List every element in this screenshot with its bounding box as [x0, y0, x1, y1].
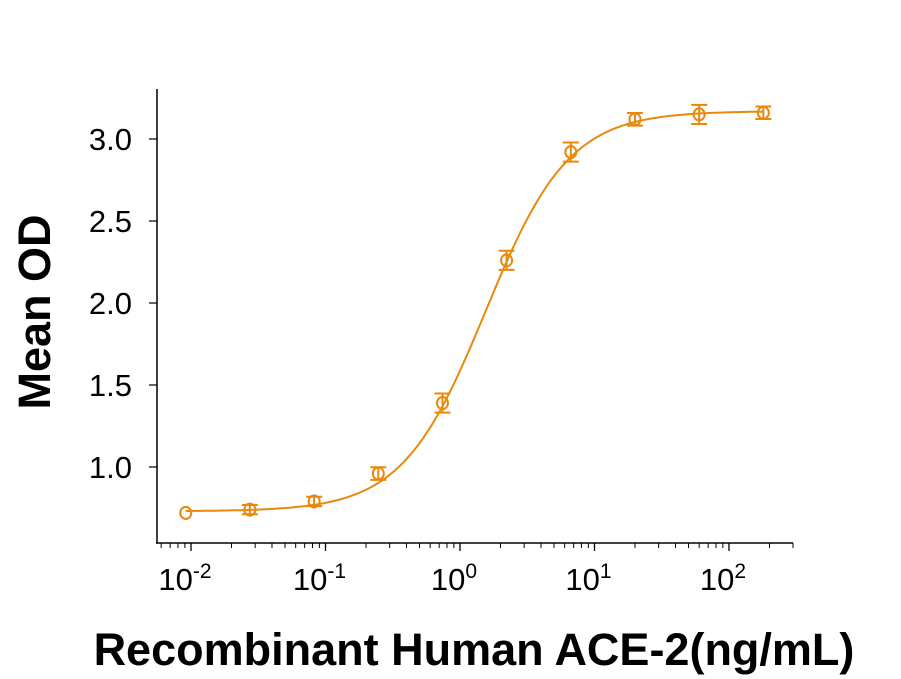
data-point: [564, 145, 578, 160]
y-tick-label: 1.5: [89, 368, 132, 403]
x-tick-base: 10: [158, 562, 192, 597]
data-point: [179, 505, 193, 520]
y-tick-label: 2.0: [89, 286, 132, 321]
x-tick-exponent: -1: [327, 560, 346, 583]
data-points-layer: [179, 103, 772, 520]
fit-curve-layer: [185, 110, 764, 512]
data-point: [371, 466, 385, 481]
axes: [149, 89, 794, 551]
data-point: [692, 107, 706, 122]
x-axis-title: Recombinant Human ACE-2(ng/mL): [94, 624, 855, 675]
x-tick-exponent: 1: [600, 560, 612, 583]
x-tick-exponent: -2: [193, 560, 212, 583]
x-tick-exponent: 2: [734, 560, 746, 583]
data-point: [435, 396, 449, 411]
x-tick-label: 10-1: [293, 560, 346, 597]
x-tick-base: 10: [431, 562, 465, 597]
data-point: [307, 494, 321, 509]
y-tick-label: 3.0: [89, 122, 132, 157]
y-axis-title: Mean OD: [9, 214, 60, 409]
data-point: [500, 253, 514, 268]
data-point: [628, 112, 642, 127]
x-tick-label: 101: [565, 560, 611, 597]
x-tick-label: 100: [431, 560, 477, 597]
fit-curve: [185, 110, 764, 512]
x-tick-exponent: 0: [465, 560, 477, 583]
x-tick-base: 10: [293, 562, 327, 597]
tick-labels-layer: 1.01.52.02.53.010-2 10-1 100 101 102: [89, 122, 746, 597]
x-tick-base: 10: [700, 562, 734, 597]
y-tick-label: 1.0: [89, 450, 132, 485]
data-point: [756, 105, 770, 120]
x-tick-label: 102: [700, 560, 746, 597]
y-tick-label: 2.5: [89, 204, 132, 239]
x-tick-label: 10-2: [158, 560, 211, 597]
x-tick-base: 10: [565, 562, 599, 597]
data-point: [243, 502, 257, 517]
